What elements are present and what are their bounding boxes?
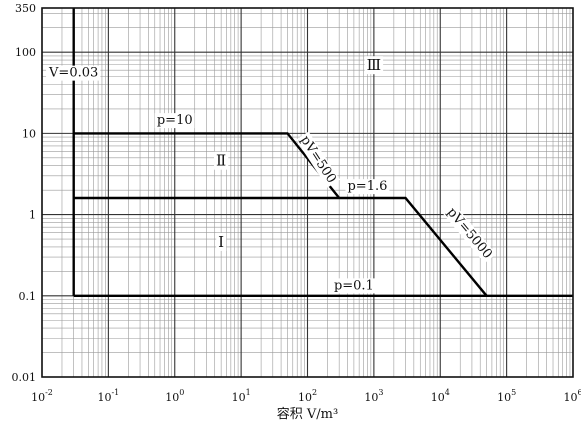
plot-frame (41, 7, 574, 378)
tick-labels: 10-2 10-1 100 101 102 103 104 105 106 0.01 0.1 1 10 1… (12, 2, 581, 404)
x-tick-label: 100 (165, 388, 184, 404)
x-tick-label: 104 (431, 388, 450, 404)
x-tick-label: 102 (298, 388, 317, 404)
region-label: Ⅲ (367, 56, 381, 74)
annotation-background (345, 179, 390, 195)
y-tick-label: 0.1 (19, 290, 37, 303)
curve-annotation: p=0.1 (334, 278, 374, 293)
y-tick-label: 1 (29, 209, 36, 222)
curve-annotation: p=10 (157, 113, 193, 128)
annotation-background (442, 203, 497, 264)
y-tick-label: 350 (15, 2, 36, 15)
annotation-background (154, 113, 195, 129)
region-label: Ⅰ (218, 233, 224, 251)
annotation-background (214, 151, 229, 170)
y-tick-label: 100 (15, 46, 36, 59)
x-tick-label: 103 (364, 388, 383, 404)
annotation-background (296, 131, 340, 188)
region-label: Ⅱ (216, 152, 226, 170)
x-tick-label: 10-1 (97, 388, 119, 404)
x-tick-label: 10-2 (31, 388, 53, 404)
x-tick-label: 106 (563, 388, 581, 404)
x-tick-label: 101 (232, 388, 251, 404)
annotation-background (216, 232, 227, 251)
x-tick-label: 105 (497, 388, 516, 404)
x-axis-label: 容积 V/m³ (277, 406, 338, 422)
y-tick-label: 10 (22, 127, 36, 140)
series-line-1 (73, 196, 488, 297)
y-tick-label: 0.01 (12, 371, 37, 384)
annotation-background (46, 65, 101, 81)
curve-annotation: p=1.6 (347, 179, 387, 194)
annotation-background (331, 278, 376, 294)
curve-annotation: V=0.03 (48, 66, 98, 81)
annotation-background (364, 56, 384, 75)
